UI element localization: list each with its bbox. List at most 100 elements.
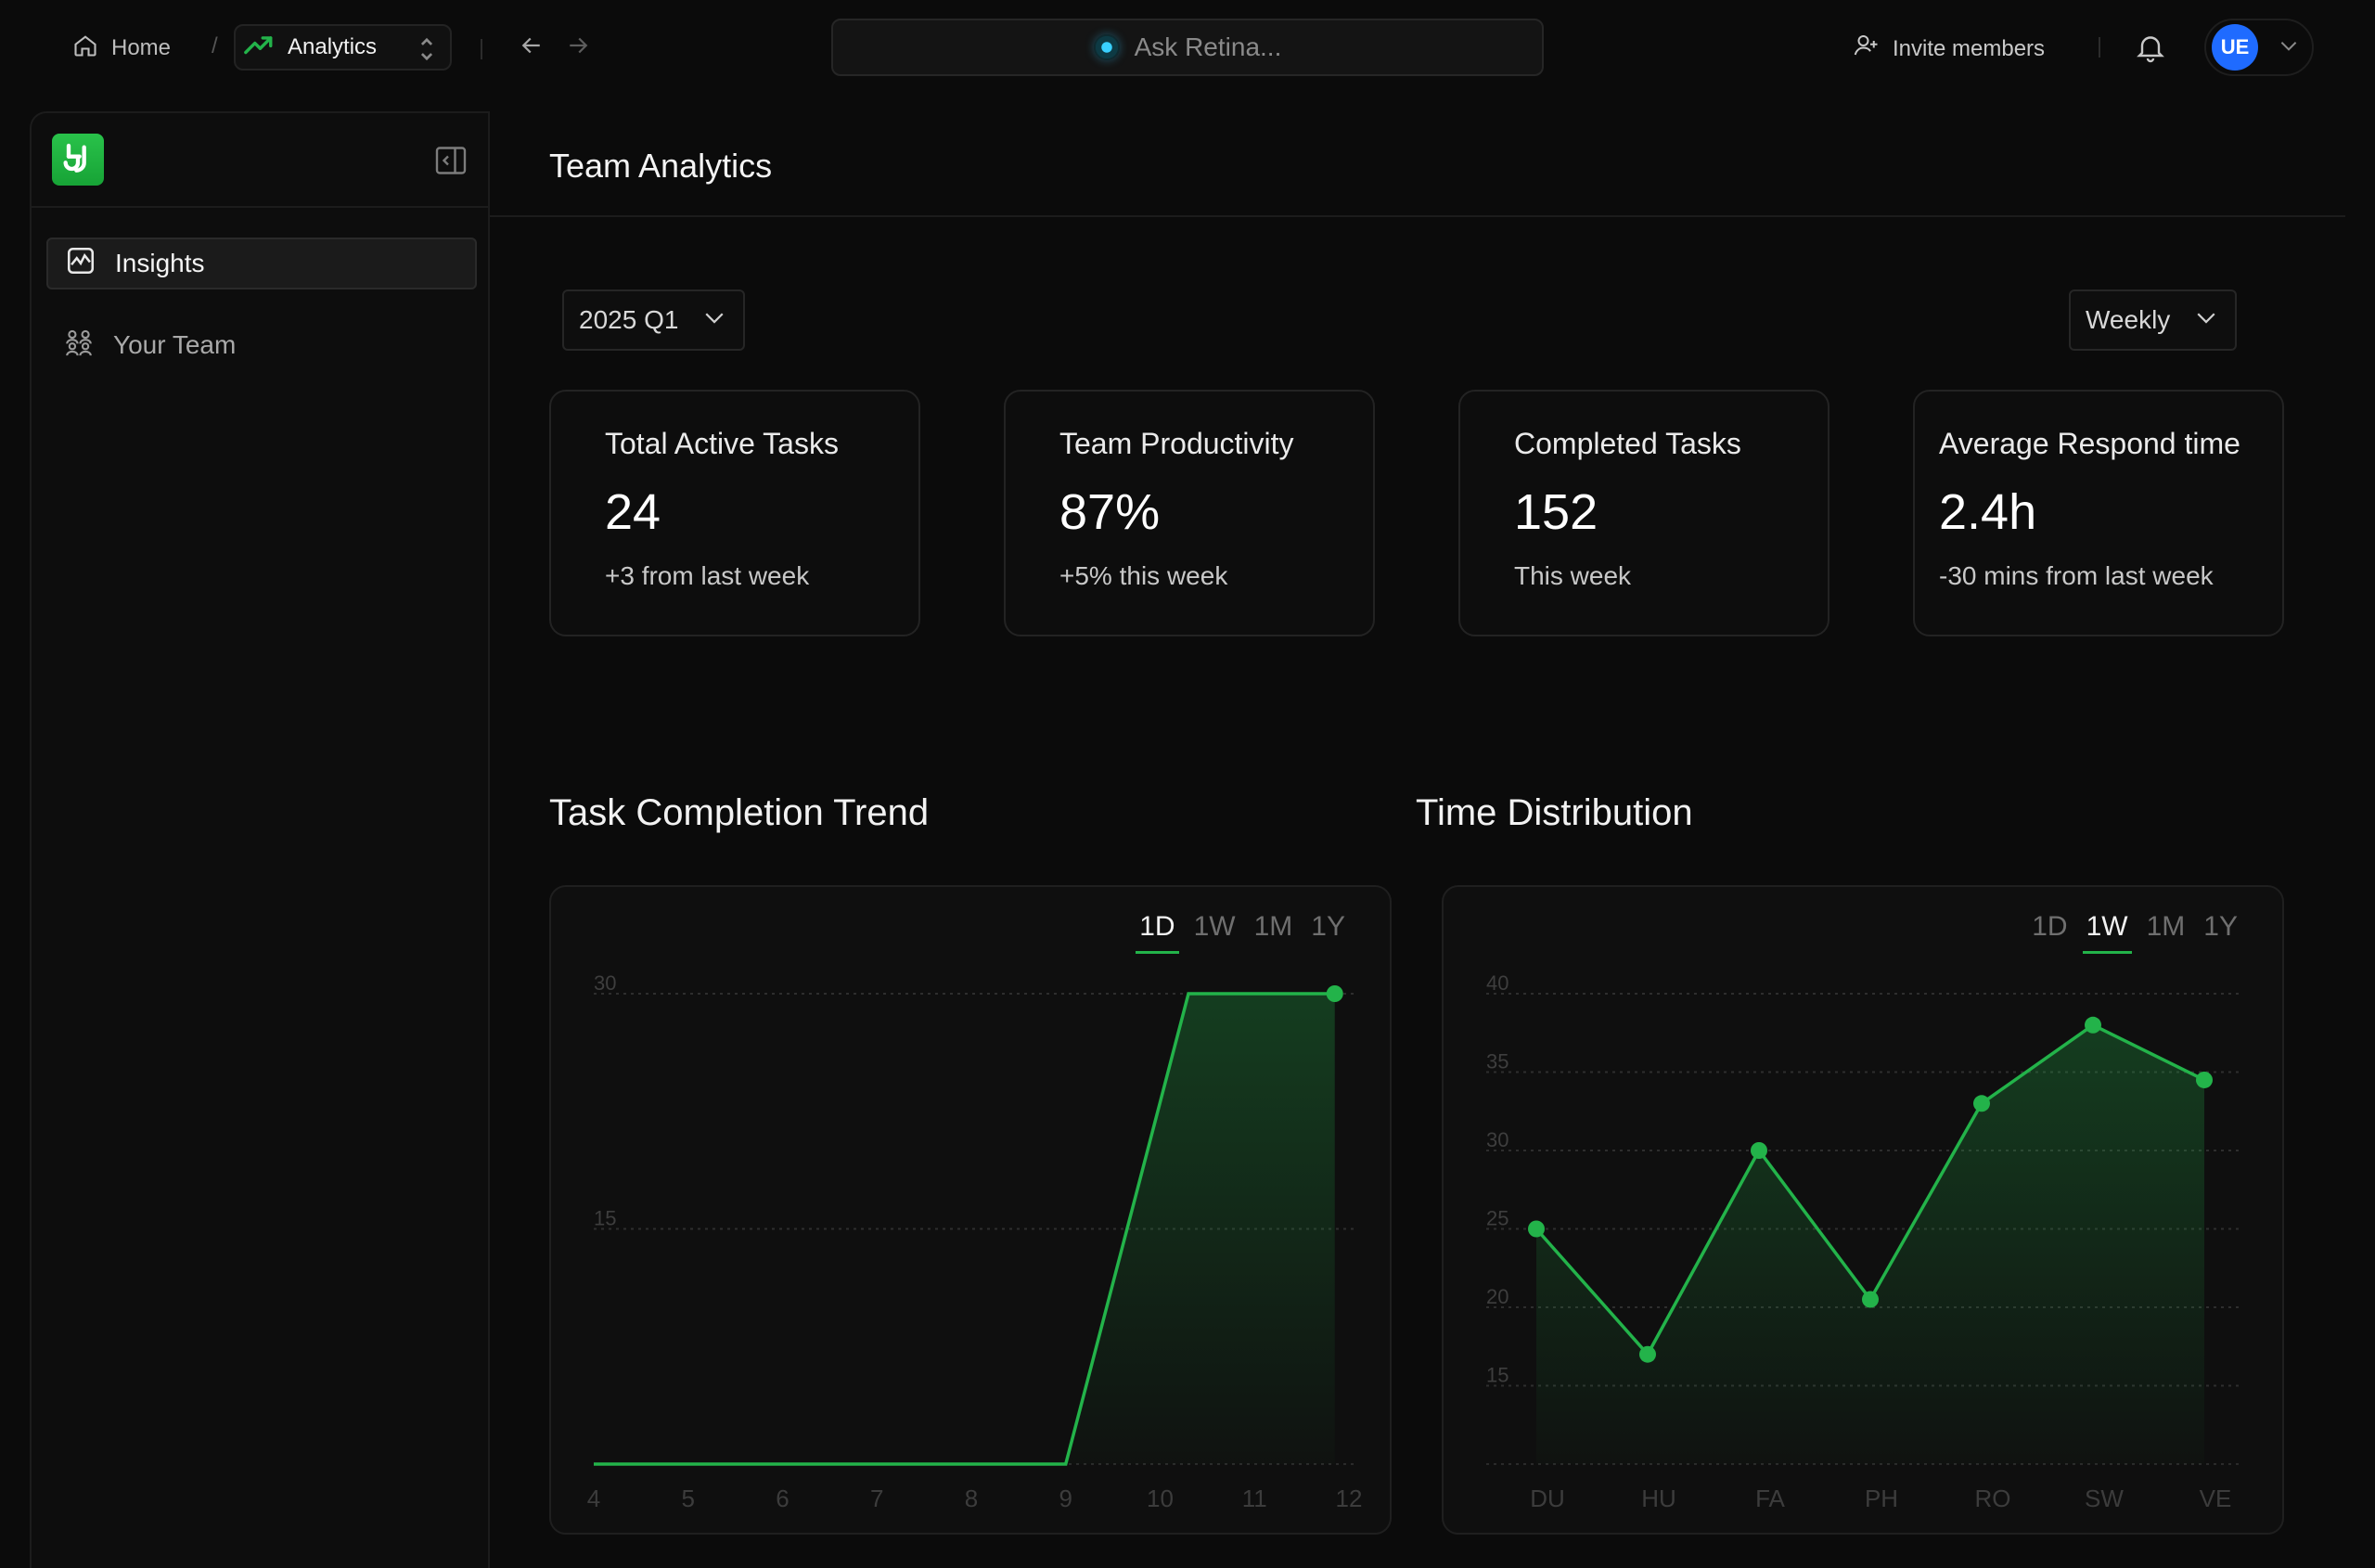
divider: [481, 39, 482, 59]
series-area: [1536, 1024, 2204, 1464]
interval-select[interactable]: Weekly: [2069, 289, 2238, 351]
sidebar-item-label: Insights: [115, 249, 205, 277]
search-placeholder: Ask Retina...: [1134, 32, 1282, 61]
time-distribution-plot: 40 35 30 25 20 15 DU HU FA PH RO SW VE: [1486, 971, 2241, 1512]
sidebar-collapse-icon[interactable]: [434, 145, 468, 181]
stat-title: Completed Tasks: [1514, 427, 1741, 460]
x-tick-label: HU: [1641, 1484, 1676, 1512]
stat-card-productivity: Team Productivity 87% +5% this week: [1004, 390, 1375, 636]
data-point: [1973, 1095, 1990, 1112]
avatar: UE: [2212, 24, 2258, 71]
task-completion-chart: 1D 1W 1M 1Y 30 15 4 5 6 7 8 9 10 11 12: [549, 885, 1392, 1535]
x-tick-label: FA: [1755, 1484, 1785, 1512]
x-tick-label: PH: [1865, 1484, 1898, 1512]
x-tick-label: 6: [776, 1484, 789, 1512]
y-tick-label: 20: [1486, 1285, 1508, 1308]
stat-value: 87%: [1059, 484, 1161, 540]
app-logo[interactable]: [52, 134, 104, 186]
series-line: [594, 992, 1335, 1466]
y-tick-label: 15: [1486, 1364, 1508, 1387]
team-icon: [63, 327, 95, 365]
task-completion-plot: 30 15 4 5 6 7 8 9 10 11 12: [587, 971, 1363, 1512]
y-tick-label: 30: [594, 971, 616, 995]
x-tick-label: 9: [1059, 1484, 1072, 1512]
sidebar-item-insights[interactable]: Insights: [46, 238, 477, 289]
arrow-right-icon[interactable]: [564, 32, 592, 64]
y-tick-label: 40: [1486, 971, 1508, 995]
chart-icon: [65, 245, 96, 283]
range-tab-1d[interactable]: 1D: [1136, 911, 1180, 954]
data-point: [1528, 1220, 1545, 1238]
series-area: [594, 994, 1335, 1464]
period-select[interactable]: 2025 Q1: [562, 289, 746, 351]
stat-subtext: This week: [1514, 561, 1632, 590]
sidebar-header: [32, 113, 488, 208]
data-point: [2196, 1071, 2213, 1088]
breadcrumb-analytics-switcher[interactable]: Analytics: [234, 24, 452, 71]
stat-value: 152: [1514, 484, 1598, 540]
stat-title: Team Productivity: [1059, 427, 1294, 460]
chevron-down-icon: [2277, 33, 2301, 62]
x-tick-label: 7: [870, 1484, 883, 1512]
stat-card-active-tasks: Total Active Tasks 24 +3 from last week: [549, 390, 920, 636]
retina-orb-icon: [1093, 34, 1120, 60]
bell-icon[interactable]: [2134, 30, 2167, 70]
user-menu[interactable]: UE: [2204, 19, 2314, 76]
stat-card-respond-time: Average Respond time 2.4h -30 mins from …: [1913, 390, 2284, 636]
chevron-down-icon: [700, 303, 728, 338]
period-select-value: 2025 Q1: [579, 305, 679, 334]
y-tick-label: 30: [1486, 1128, 1508, 1151]
stat-card-completed-tasks: Completed Tasks 152 This week: [1458, 390, 1829, 636]
home-icon: [72, 32, 98, 65]
x-tick-label: 8: [965, 1484, 978, 1512]
breadcrumb-home[interactable]: Home: [72, 32, 171, 65]
range-tab-1w[interactable]: 1W: [1193, 911, 1236, 942]
stat-subtext: -30 mins from last week: [1939, 561, 2214, 590]
stat-subtext: +5% this week: [1059, 561, 1228, 590]
invite-members-label: Invite members: [1893, 35, 2046, 61]
stat-title: Total Active Tasks: [605, 427, 839, 460]
sidebar-item-label: Your Team: [113, 330, 237, 359]
data-point: [2085, 1016, 2101, 1034]
x-tick-label: VE: [2200, 1484, 2232, 1512]
data-point: [1639, 1345, 1656, 1363]
x-tick-label: SW: [2085, 1484, 2124, 1512]
range-tab-1y[interactable]: 1Y: [1311, 911, 1345, 942]
y-tick-label: 35: [1486, 1050, 1508, 1073]
main-content: Team Analytics 2025 Q1 Weekly Total Acti…: [490, 111, 2345, 1568]
x-tick-label: 4: [587, 1484, 600, 1512]
data-point: [1862, 1291, 1879, 1308]
user-plus-icon: [1852, 32, 1880, 66]
chart-title-time-distribution: Time Distribution: [1416, 792, 1693, 833]
range-tab-1m[interactable]: 1M: [1253, 911, 1293, 942]
arrow-left-icon[interactable]: [518, 32, 546, 64]
chart-title-task-completion: Task Completion Trend: [549, 792, 930, 833]
chevron-updown-icon: [417, 33, 437, 71]
sidebar-item-your-team[interactable]: Your Team: [46, 319, 477, 371]
interval-select-value: Weekly: [2086, 305, 2171, 334]
invite-members-button[interactable]: Invite members: [1852, 32, 2045, 66]
chart-range-tabs: 1D 1W 1M 1Y: [1136, 911, 1345, 954]
x-tick-label: 5: [682, 1484, 695, 1512]
stat-value: 2.4h: [1939, 484, 2037, 540]
divider: [490, 215, 2345, 217]
y-tick-label: 25: [1486, 1207, 1508, 1230]
data-point: [1751, 1142, 1767, 1159]
range-tab-1y[interactable]: 1Y: [2203, 911, 2238, 942]
divider: [2099, 37, 2100, 58]
range-tab-1d[interactable]: 1D: [2032, 911, 2068, 942]
chart-range-tabs: 1D 1W 1M 1Y: [2032, 911, 2238, 954]
time-distribution-chart: 1D 1W 1M 1Y 40 35 30 25 20 15 DU HU FA PH RO SW VE: [1442, 885, 2284, 1535]
y-tick-label: 15: [594, 1207, 616, 1230]
trending-up-icon: [243, 29, 275, 67]
history-nav: [518, 32, 592, 64]
range-tab-1w[interactable]: 1W: [2082, 911, 2132, 954]
page-title: Team Analytics: [549, 147, 773, 185]
breadcrumb-separator: /: [212, 33, 218, 58]
x-tick-label: RO: [1975, 1484, 2011, 1512]
range-tab-1m[interactable]: 1M: [2146, 911, 2186, 942]
breadcrumb-home-label: Home: [111, 35, 172, 60]
x-tick-label: 12: [1336, 1484, 1363, 1512]
ask-retina-search[interactable]: Ask Retina...: [831, 19, 1544, 76]
sidebar: Insights Your Team: [30, 111, 490, 1568]
